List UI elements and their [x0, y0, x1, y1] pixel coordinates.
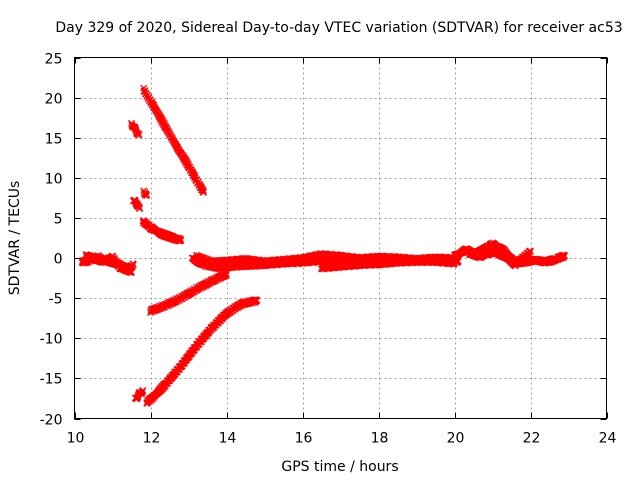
x-tick-label: 24	[599, 431, 617, 447]
x-tick-label: 18	[371, 431, 389, 447]
data-point	[199, 186, 207, 194]
data-point	[253, 297, 261, 305]
y-tick-label: -5	[49, 292, 63, 308]
series-arc-j	[143, 296, 261, 407]
series-arc-i	[131, 386, 147, 403]
data-point	[139, 386, 147, 394]
data-point	[177, 236, 185, 244]
grid-lines	[74, 57, 607, 419]
x-tick-label: 10	[67, 431, 85, 447]
data-point	[135, 130, 143, 138]
series-arc-o	[466, 246, 534, 270]
data-point	[177, 235, 184, 243]
y-tick-label: 15	[45, 132, 63, 148]
series-arc-h	[147, 269, 230, 316]
series-arc-b	[82, 251, 135, 277]
y-tick-label: 10	[45, 172, 63, 188]
x-tick-label: 16	[295, 431, 313, 447]
x-tick-label: 14	[219, 431, 237, 447]
y-tick-label: 25	[45, 52, 63, 68]
chart-title: Day 329 of 2020, Sidereal Day-to-day VTE…	[55, 20, 622, 36]
data-point	[136, 204, 144, 212]
y-tick-label: -10	[40, 332, 63, 348]
data-point	[128, 269, 135, 276]
series-arc-g	[139, 217, 185, 245]
y-axis: -20 -15 -10 -5 0 5 10 15 20 25	[40, 52, 607, 429]
data-point	[561, 252, 569, 260]
data-point	[200, 188, 208, 196]
x-tick-label: 22	[523, 431, 541, 447]
y-tick-label: 5	[54, 212, 63, 228]
plot-frame	[74, 57, 607, 419]
y-tick-label: -15	[40, 372, 63, 388]
y-tick-label: -20	[40, 413, 63, 429]
data-point	[142, 190, 150, 198]
data-point	[150, 101, 158, 109]
x-tick-label: 20	[447, 431, 465, 447]
data-point	[222, 272, 230, 280]
data-point	[143, 192, 151, 199]
data-point	[135, 131, 143, 139]
y-tick-label: 20	[45, 92, 63, 108]
x-tick-label: 12	[143, 431, 161, 447]
y-axis-label: SDTVAR / TECUs	[7, 181, 23, 296]
series-arc-f	[140, 187, 151, 199]
series-arc-m	[318, 256, 458, 273]
series-arc-e	[129, 196, 144, 212]
x-axis: 10 12 14 16 18 20 22 24	[67, 57, 617, 447]
data-points	[78, 84, 569, 407]
y-tick-label: 0	[54, 252, 63, 268]
series-arc-c	[128, 119, 143, 139]
data-point	[527, 248, 534, 256]
series-arc-d	[140, 84, 208, 196]
x-axis-label: GPS time / hours	[281, 459, 398, 475]
